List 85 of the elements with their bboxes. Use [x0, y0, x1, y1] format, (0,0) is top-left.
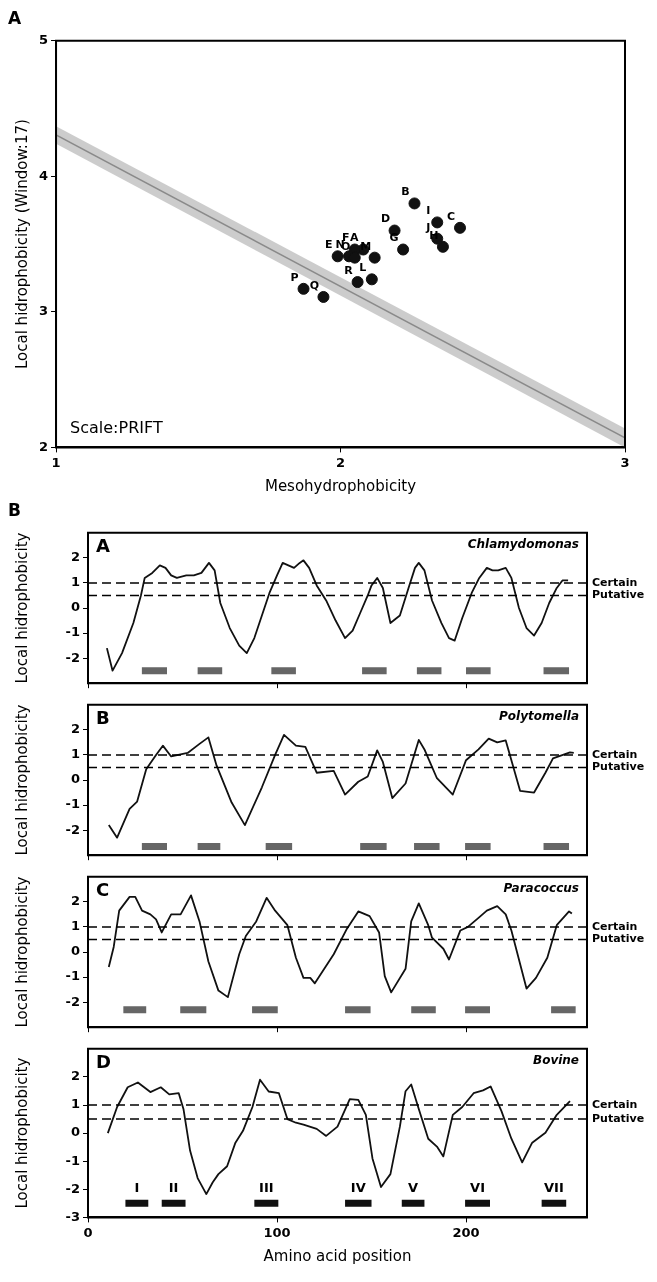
annotation: II: [168, 1179, 179, 1195]
point: [368, 251, 381, 264]
x-tick-label: 100: [263, 1224, 291, 1240]
y-tick-label: -3: [65, 1208, 80, 1224]
x-axis-title: Mesohydrophobicity: [264, 476, 417, 495]
chart-subtitle: Paracoccus: [503, 880, 579, 895]
annotation: R: [344, 263, 354, 277]
x-tick-label: 1: [51, 454, 61, 470]
chart-title: C: [96, 879, 110, 901]
y-tick-label: 3: [39, 303, 49, 319]
point: [397, 243, 410, 256]
annotation: V: [408, 1179, 419, 1195]
ref-line-label: Certain: [592, 575, 638, 589]
chart-title: D: [96, 1051, 111, 1073]
y-tick-label: 2: [70, 1068, 80, 1084]
x-axis-title: Amino acid position: [263, 1246, 412, 1265]
ref-line-label: Certain: [592, 919, 638, 933]
y-tick-label: -1: [65, 624, 80, 640]
x-tick-label: 2: [336, 454, 346, 470]
annotation: C: [446, 209, 456, 223]
y-tick-label: 5: [39, 32, 49, 48]
point: [317, 290, 330, 303]
annotation: III: [259, 1179, 274, 1195]
y-tick-label: 0: [70, 771, 80, 787]
annotation: L: [359, 261, 367, 275]
x-tick-label: 0: [83, 1224, 93, 1240]
annotation: B: [401, 185, 410, 199]
annotation: VII: [544, 1179, 564, 1195]
y-tick-label: -2: [65, 993, 80, 1009]
ref-line-label: Putative: [592, 1111, 645, 1125]
y-axis-title: Local hidrophobicity: [12, 876, 31, 1028]
annotation: D: [381, 212, 391, 226]
annotation: Scale:PRIFT: [70, 418, 163, 438]
chart-title: A: [8, 8, 23, 30]
x-tick-label: 200: [452, 1224, 480, 1240]
y-tick-label: 1: [70, 746, 80, 762]
y-axis-title: Local hidrophobicity: [12, 704, 31, 856]
annotation: P: [290, 270, 299, 284]
chart-subtitle: Polytomella: [499, 708, 579, 723]
annotation: VI: [470, 1179, 486, 1195]
point: [454, 221, 466, 234]
point: [331, 250, 344, 263]
point: [365, 273, 378, 286]
ref-line-label: Certain: [592, 1097, 638, 1111]
y-axis-title: Local hidrophobicity: [12, 1057, 31, 1209]
x-tick-label: 3: [620, 454, 630, 470]
y-tick-label: 1: [70, 1096, 80, 1112]
annotation: IV: [350, 1179, 366, 1195]
chart-subtitle: Chlamydomonas: [467, 536, 579, 551]
annotation: Q: [309, 278, 320, 292]
annotation: A: [350, 231, 360, 245]
chart-title: B: [96, 707, 110, 729]
point: [297, 282, 310, 295]
y-tick-label: -2: [65, 649, 80, 665]
y-tick-label: 2: [70, 549, 80, 565]
ref-line-label: Certain: [592, 747, 638, 761]
y-tick-label: 0: [70, 1124, 80, 1140]
ref-line-label: Putative: [592, 588, 645, 602]
y-tick-label: 2: [70, 893, 80, 909]
chart-title: A: [96, 535, 110, 557]
chart-subtitle: Bovine: [532, 1052, 579, 1067]
annotation: J: [425, 220, 431, 234]
text: B: [8, 500, 22, 522]
y-tick-label: 1: [70, 574, 80, 590]
y-axis-title: Local hidrophobicity: [12, 532, 31, 684]
point: [351, 276, 364, 289]
y-axis-title: Local hidrophobicity (Window:17): [12, 119, 31, 370]
y-tick-label: 0: [70, 599, 80, 615]
y-tick-label: -2: [65, 821, 80, 837]
y-tick-label: 2: [70, 721, 80, 737]
annotation: E: [324, 238, 333, 252]
ref-line-label: Putative: [592, 932, 645, 946]
point: [431, 216, 444, 229]
y-tick-label: 2: [39, 438, 49, 454]
y-tick-label: 1: [70, 918, 80, 934]
y-tick-label: 4: [39, 167, 49, 183]
y-tick-label: -1: [65, 968, 80, 984]
ref-line-label: Putative: [592, 760, 645, 774]
y-tick-label: -2: [65, 1180, 80, 1196]
y-tick-label: -1: [65, 796, 80, 812]
y-tick-label: 0: [70, 943, 80, 959]
point: [408, 197, 421, 210]
annotation: I: [426, 204, 431, 218]
y-tick-label: -1: [65, 1152, 80, 1168]
annotation: I: [134, 1179, 140, 1195]
